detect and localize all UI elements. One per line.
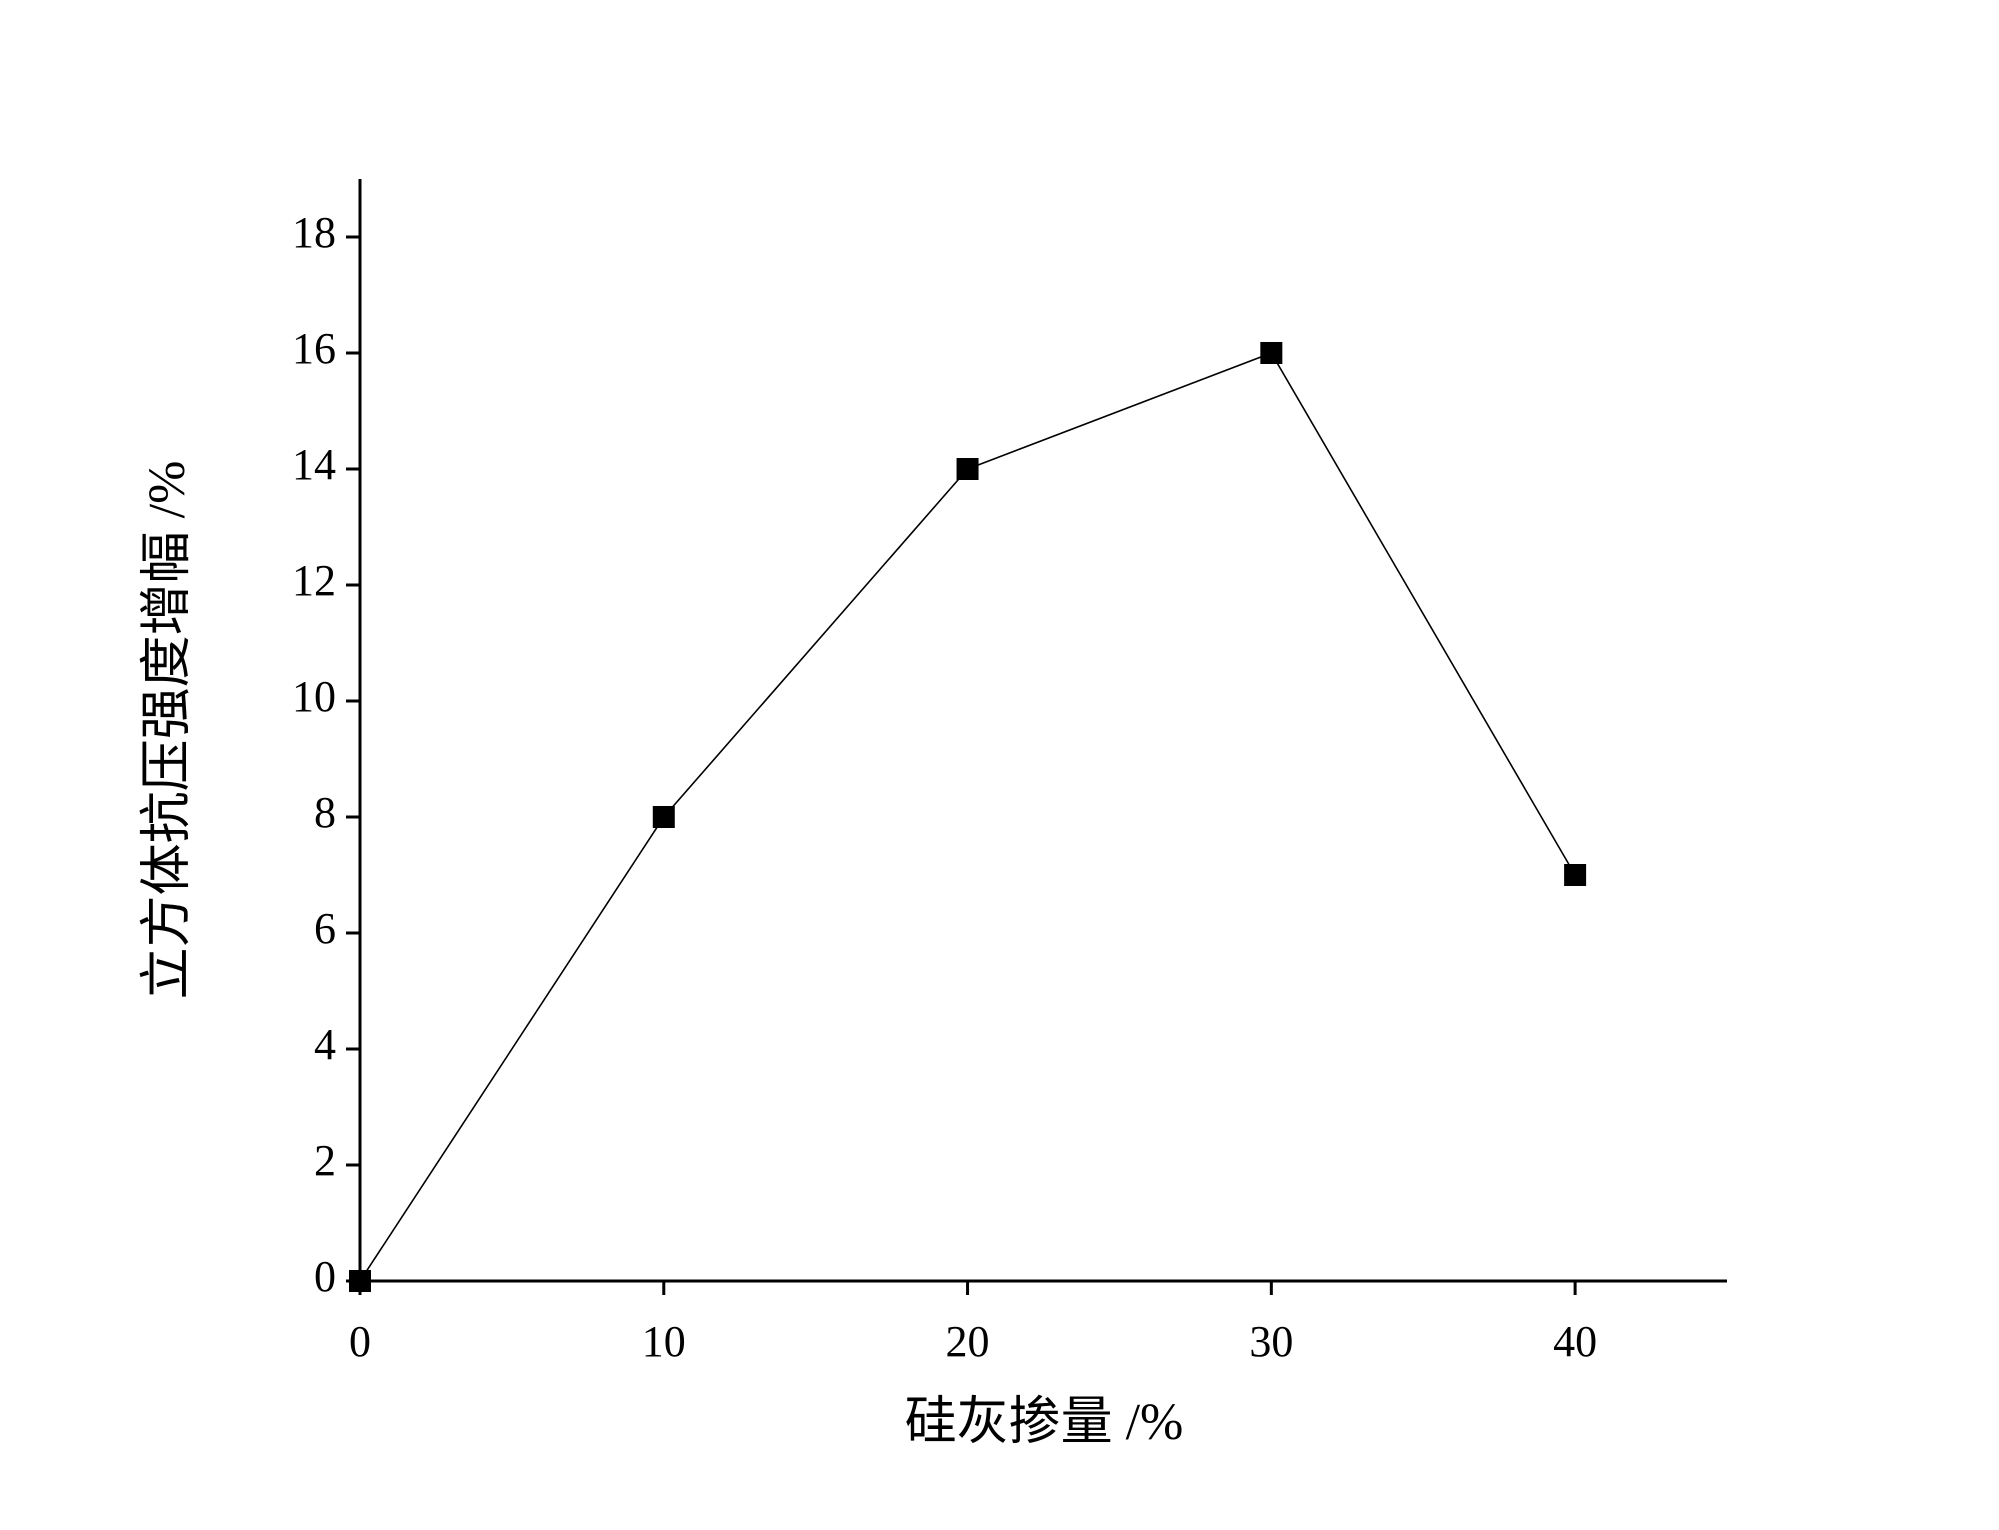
marker [956, 458, 979, 480]
line [359, 352, 1576, 1282]
y-tick-label: 14 [292, 440, 336, 489]
y-tick-label: 8 [314, 788, 336, 837]
x-tick-label: 20 [946, 1317, 990, 1366]
y-tick-label: 2 [314, 1136, 336, 1185]
y-tick-label: 6 [314, 904, 336, 953]
y-tick-label: 18 [292, 208, 336, 257]
marker [652, 806, 675, 828]
y-tick-label: 12 [292, 556, 336, 605]
marker [349, 1270, 371, 1292]
y-tick-label: 10 [292, 672, 336, 721]
y-axis-title: 立方体抗压强度增幅 /% [139, 461, 196, 1000]
x-axis-title: 硅灰掺量 /% [905, 1394, 1184, 1451]
x-tick-label: 40 [1553, 1317, 1597, 1366]
marker [1564, 864, 1587, 886]
marker [1260, 342, 1283, 364]
y-tick-label: 4 [314, 1020, 336, 1069]
x-tick-label: 30 [1249, 1317, 1293, 1366]
x-tick-label: 0 [349, 1317, 371, 1366]
y-tick-label: 0 [314, 1252, 336, 1301]
y-tick-label: 16 [292, 324, 336, 373]
x-tick-label: 10 [642, 1317, 686, 1366]
